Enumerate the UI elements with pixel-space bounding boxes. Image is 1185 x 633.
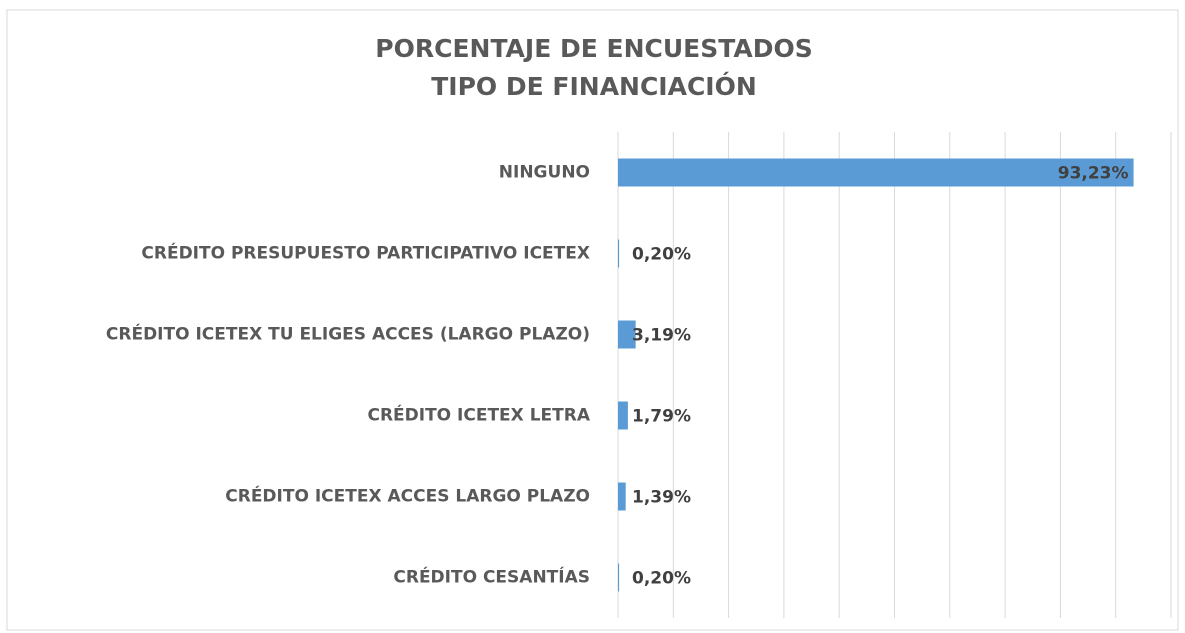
bar [618, 563, 620, 592]
y-tick-label: CRÉDITO ICETEX ACCES LARGO PLAZO [225, 485, 590, 507]
data-label: 93,23% [1058, 164, 1129, 184]
chart-title: PORCENTAJE DE ENCUESTADOS [375, 34, 812, 63]
data-label: 3,19% [632, 326, 691, 346]
bar [618, 158, 1134, 187]
y-tick-label: CRÉDITO PRESUPUESTO PARTICIPATIVO ICETEX [141, 242, 590, 264]
data-label: 0,20% [632, 569, 691, 589]
chart-frame [6, 9, 1179, 631]
y-tick-label: CRÉDITO ICETEX TU ELIGES ACCES (LARGO PL… [106, 323, 590, 345]
chart-title: TIPO DE FINANCIACIÓN [431, 71, 757, 101]
bar [618, 482, 626, 511]
data-label: 0,20% [632, 245, 691, 265]
y-tick-label: NINGUNO [499, 163, 590, 183]
y-tick-label: CRÉDITO CESANTÍAS [393, 566, 590, 588]
bar [618, 239, 620, 268]
bar [618, 401, 628, 430]
y-tick-label: CRÉDITO ICETEX LETRA [367, 404, 590, 426]
bar [618, 320, 636, 349]
data-label: 1,79% [632, 407, 691, 427]
data-label: 1,39% [632, 488, 691, 508]
